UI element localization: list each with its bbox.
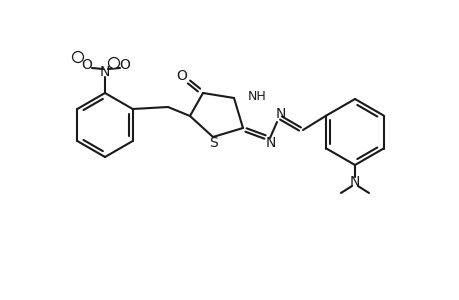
Circle shape <box>73 52 84 62</box>
Text: S: S <box>209 136 218 150</box>
Text: +: + <box>110 58 118 68</box>
Text: O: O <box>176 69 187 83</box>
Text: −: − <box>74 52 82 62</box>
Text: O: O <box>119 58 130 72</box>
Text: N: N <box>100 65 110 79</box>
Text: NH: NH <box>247 89 266 103</box>
Text: N: N <box>349 175 359 189</box>
Text: O: O <box>81 58 92 72</box>
Text: N: N <box>275 107 285 121</box>
Text: N: N <box>265 136 275 150</box>
Circle shape <box>108 58 119 68</box>
